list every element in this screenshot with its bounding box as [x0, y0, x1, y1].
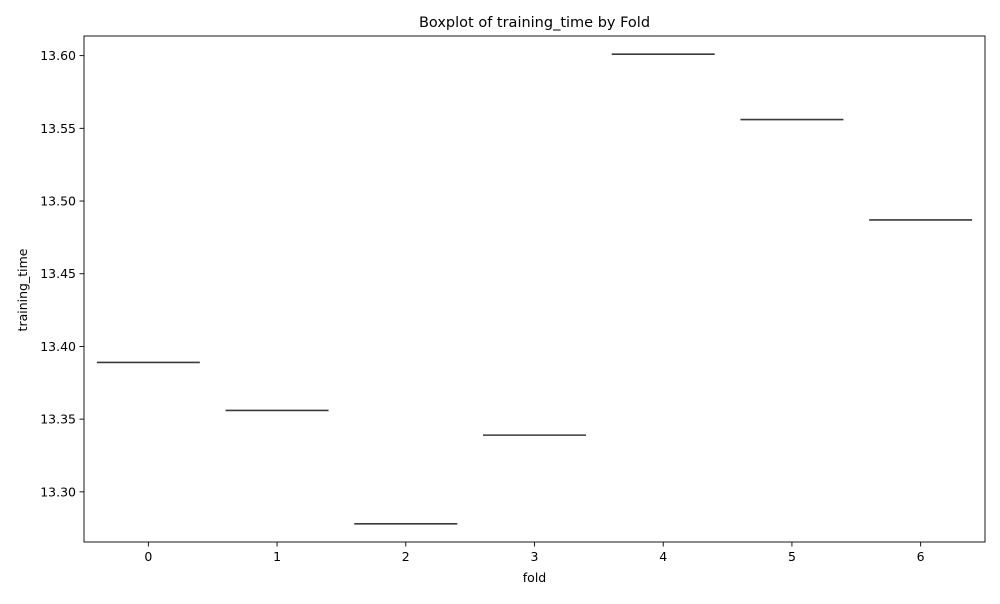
x-tick-label: 2: [402, 549, 410, 564]
x-tick-label: 4: [659, 549, 667, 564]
x-axis-label: fold: [523, 570, 546, 585]
box-marks: [96, 53, 973, 525]
x-tick-label: 6: [917, 549, 925, 564]
y-tick-label: 13.55: [40, 121, 76, 136]
x-tick-label: 0: [144, 549, 152, 564]
y-tick-label: 13.50: [40, 194, 76, 209]
y-tick-label: 13.35: [40, 412, 76, 427]
chart-title: Boxplot of training_time by Fold: [419, 15, 650, 31]
plot-frame: [83, 35, 986, 543]
y-tick-label: 13.60: [40, 48, 76, 63]
x-tick-label: 3: [531, 549, 539, 564]
y-tick-label: 13.40: [40, 339, 76, 354]
y-axis-label: training_time: [15, 248, 30, 331]
x-tick-label: 5: [788, 549, 796, 564]
x-tick-label: 1: [273, 549, 281, 564]
y-tick-label: 13.30: [40, 484, 76, 499]
axes: 13.30 13.35 13.40 13.45 13.50 13.55 13.60 0 1 2 3 4…: [40, 35, 986, 564]
y-tick-label: 13.45: [40, 266, 76, 281]
